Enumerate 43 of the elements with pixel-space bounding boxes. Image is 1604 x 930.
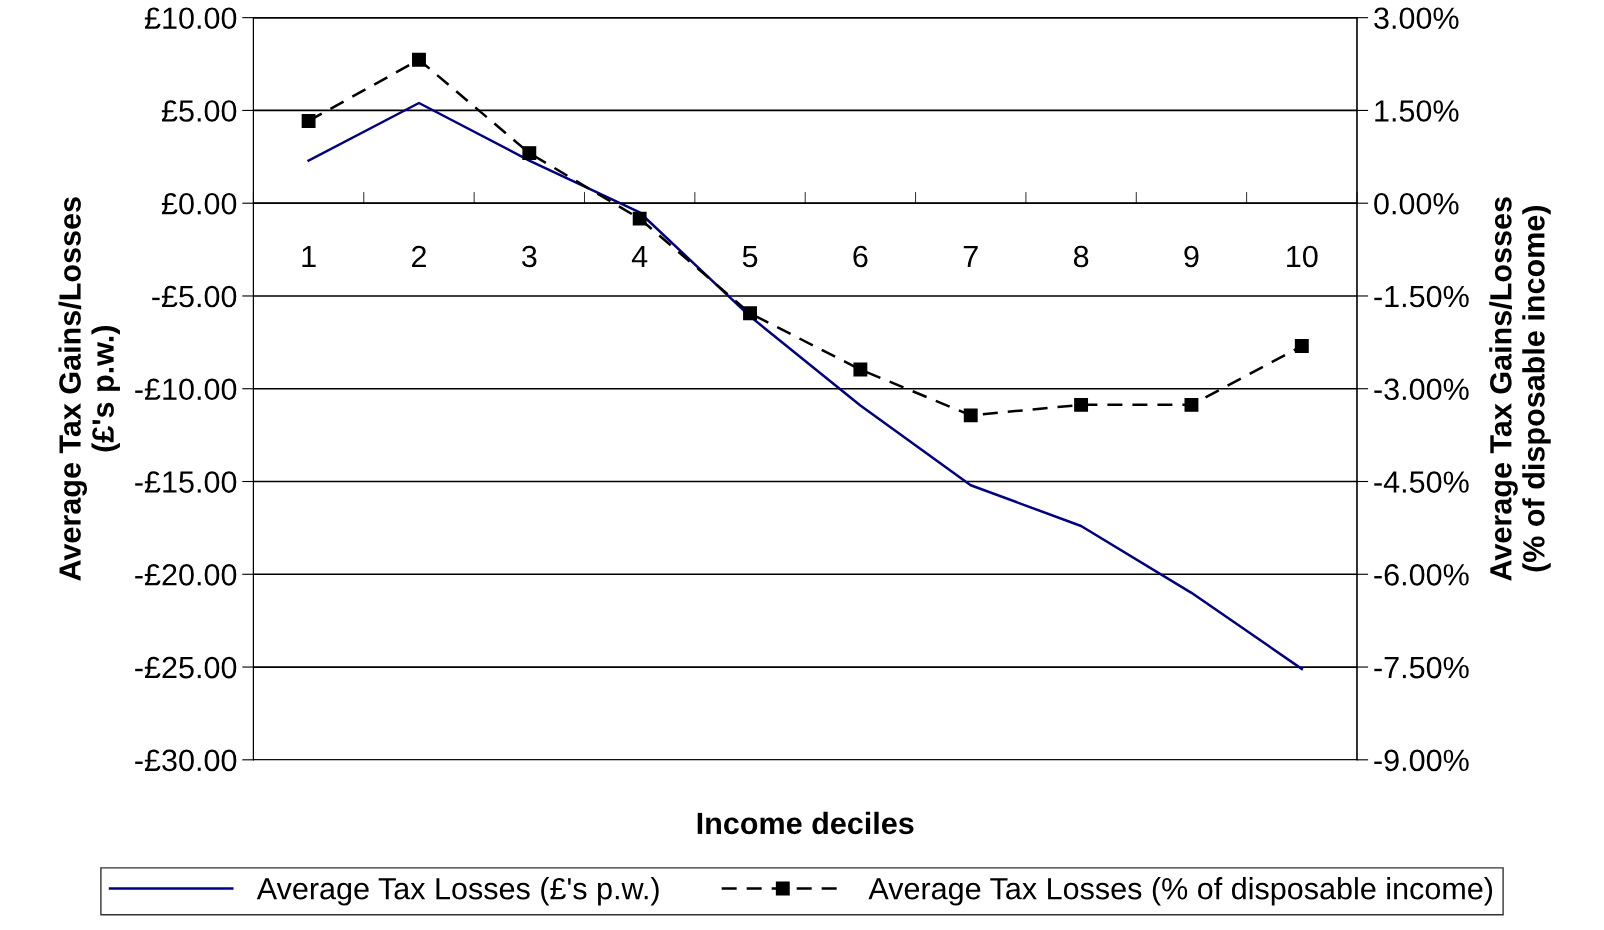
point <box>412 52 426 67</box>
point <box>1074 397 1089 412</box>
x-tick-label: 3 <box>521 245 537 268</box>
point <box>1294 339 1309 354</box>
x-tick-label: 9 <box>1184 245 1199 268</box>
point <box>853 362 868 377</box>
y2-tick-label: 3.00% <box>1374 7 1459 30</box>
y2-tick-label: -3.00% <box>1374 378 1469 401</box>
point <box>522 146 537 161</box>
y2-tick-label: 0.00% <box>1374 192 1459 215</box>
point <box>1184 397 1199 412</box>
y2-tick-label: -7.50% <box>1374 656 1469 679</box>
legend-label: Average Tax Losses (£'s p.w.) <box>256 877 659 906</box>
x-tick-label: 6 <box>853 245 868 268</box>
y2-axis-title: Average Tax Gains/Losses (% of disposable income) <box>1489 197 1551 581</box>
point <box>301 114 316 128</box>
x-tick-label: 7 <box>963 245 978 268</box>
legend-label: Average Tax Losses (% of disposable income) <box>868 877 1493 906</box>
y-tick-label: £0.00 <box>161 192 237 215</box>
x-tick-label: 1 <box>302 245 316 268</box>
y-tick-label: -£20.00 <box>135 564 237 586</box>
x-tick-label: 2 <box>412 245 426 268</box>
point <box>632 211 647 226</box>
point <box>743 306 757 321</box>
x-tick-label: 5 <box>742 245 758 268</box>
x-tick-label: 8 <box>1073 245 1089 268</box>
y-tick-label: £10.00 <box>144 7 237 30</box>
y-tick-label: -£5.00 <box>152 285 237 308</box>
y-axis-title: Average Tax Gains/Losses (£'s p.w.) <box>58 197 120 581</box>
y2-tick-label: -6.00% <box>1374 564 1469 586</box>
y2-tick-label: -1.50% <box>1374 285 1469 308</box>
y-tick-label: -£30.00 <box>135 749 237 772</box>
point <box>963 408 978 423</box>
x-tick-label: 4 <box>631 245 648 268</box>
y2-tick-label: -4.50% <box>1374 471 1469 493</box>
x-tick-label: 10 <box>1287 245 1318 268</box>
y-tick-label: -£25.00 <box>135 656 237 679</box>
y2-tick-label: -9.00% <box>1374 749 1469 772</box>
y-tick-label: -£15.00 <box>135 471 237 493</box>
y2-tick-label: 1.50% <box>1375 100 1459 122</box>
y-tick-label: -£10.00 <box>135 378 237 401</box>
y-tick-label: £5.00 <box>161 100 237 122</box>
x-axis-title: Income deciles <box>697 811 914 835</box>
